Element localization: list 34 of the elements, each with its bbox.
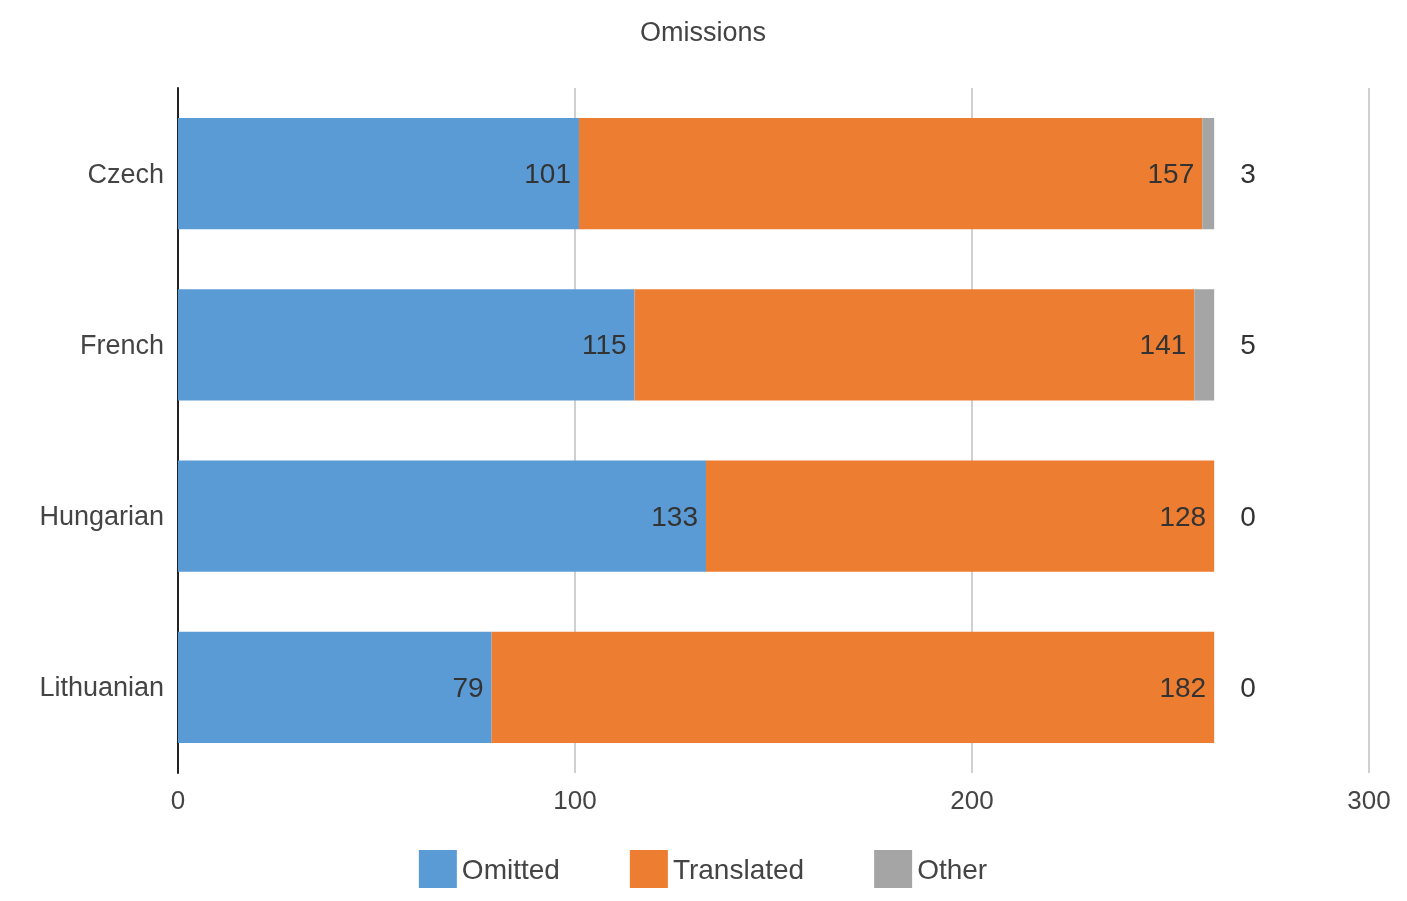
data-label: 79 [452, 671, 484, 703]
y-tick-label: Lithuanian [39, 672, 164, 703]
legend-label: Translated [672, 853, 805, 885]
data-label: 157 [1147, 158, 1195, 190]
chart-title: Omissions [639, 16, 767, 47]
data-label: 101 [524, 158, 571, 190]
x-tick-label: 300 [1347, 785, 1391, 815]
legend-label: Other [917, 853, 988, 885]
bar [491, 631, 1215, 744]
y-tick-label: French [79, 329, 164, 360]
data-label: 0 [1240, 671, 1256, 703]
bar [1202, 117, 1215, 230]
legend-label: Omitted [461, 853, 560, 885]
y-tick-label: Hungarian [39, 501, 164, 532]
data-label: 128 [1159, 500, 1207, 532]
data-label: 0 [1240, 500, 1256, 532]
bar [634, 289, 1195, 401]
bar [178, 460, 707, 572]
data-label: 133 [651, 500, 699, 532]
bar [578, 117, 1203, 230]
data-label: 3 [1240, 158, 1256, 190]
bar [178, 117, 579, 230]
data-label: 115 [581, 329, 627, 361]
bar [178, 289, 635, 401]
y-tick-label: Czech [87, 158, 164, 189]
x-tick-label: 0 [170, 785, 186, 815]
data-label: 141 [1139, 329, 1187, 361]
bar [1194, 289, 1215, 401]
x-tick-label: 100 [553, 785, 597, 815]
bar [178, 631, 492, 744]
data-label: 5 [1240, 329, 1256, 361]
data-label: 182 [1159, 671, 1207, 703]
x-tick-label: 200 [950, 785, 994, 815]
bar [706, 460, 1215, 572]
